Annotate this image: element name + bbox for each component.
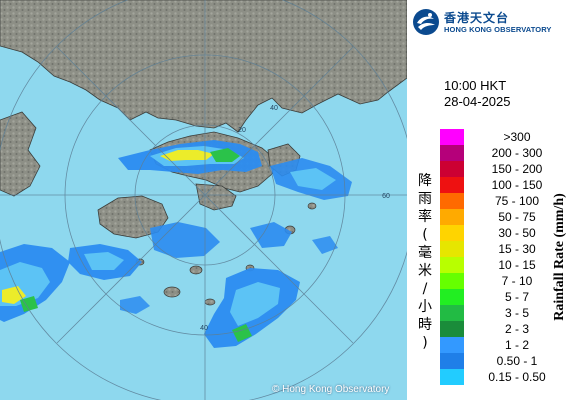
legend-swatch: [440, 353, 464, 369]
radar-time: 10:00 HKT: [444, 78, 507, 93]
legend-swatch: [440, 209, 464, 225]
legend-swatch: [440, 129, 464, 145]
legend-swatch: [440, 193, 464, 209]
legend-swatch: [440, 273, 464, 289]
legend-label: 10 - 15: [498, 258, 536, 272]
radar-date: 28-04-2025: [444, 94, 511, 109]
range-ring-labels: 20 40 60 40: [200, 105, 390, 332]
legend-swatch: [440, 289, 464, 305]
legend-label: >300: [503, 130, 531, 144]
legend-swatch: [440, 337, 464, 353]
logo-chinese-name: 香港天文台: [444, 11, 510, 25]
legend-label: 50 - 75: [498, 210, 536, 224]
land-west-coast: [0, 111, 41, 197]
legend-swatch: [440, 321, 464, 337]
legend-label: 3 - 5: [504, 306, 529, 320]
range-label-20: 20: [238, 127, 246, 134]
range-rings: [0, 0, 407, 400]
observatory-emblem-icon: [413, 9, 439, 35]
legend-swatch: [440, 225, 464, 241]
legend-label: 0.15 - 0.50: [488, 370, 546, 384]
land-kowloon-hk-island: [195, 183, 237, 211]
range-label-60: 60: [382, 193, 390, 200]
legend-swatch: [440, 241, 464, 257]
legend-label: 7 - 10: [501, 274, 533, 288]
legend-swatch: [440, 177, 464, 193]
legend-swatch: [440, 145, 464, 161]
legend-swatch: [440, 305, 464, 321]
legend-title-chinese: 降雨率(毫米 / 小時): [418, 173, 432, 351]
rain-echoes: [0, 140, 352, 348]
copyright-notice: © Hong Kong Observatory: [272, 384, 390, 395]
logo-english-name: HONG KONG OBSERVATORY: [444, 25, 552, 34]
rainfall-legend-colorbar: [440, 129, 464, 385]
range-label-40: 40: [270, 105, 278, 112]
land-mainland: [0, 0, 407, 133]
range-label-40-south: 40: [200, 325, 208, 332]
legend-label: 15 - 30: [498, 242, 536, 256]
legend-label: 75 - 100: [494, 194, 540, 208]
land-lantau: [97, 195, 169, 239]
legend-swatch: [440, 257, 464, 273]
legend-label: 2 - 3: [504, 322, 529, 336]
legend-label: 150 - 200: [491, 162, 543, 176]
observatory-logo: 香港天文台 HONG KONG OBSERVATORY: [412, 8, 572, 36]
legend-label: 100 - 150: [491, 178, 543, 192]
legend-label: 0.50 - 1: [496, 354, 538, 368]
legend-label: 200 - 300: [491, 146, 543, 160]
radar-map: 20 40 60 40: [0, 0, 407, 400]
legend-label: 5 - 7: [504, 290, 529, 304]
rainfall-legend-labels: >300 200 - 300 150 - 200 100 - 150 75 - 100 5…: [473, 129, 561, 385]
legend-panel: [407, 0, 577, 400]
legend-title-english: Rainfall Rate (mm/h): [552, 193, 567, 321]
legend-swatch: [440, 161, 464, 177]
legend-label: 1 - 2: [504, 338, 529, 352]
legend-label: 30 - 50: [498, 226, 536, 240]
legend-swatch: [440, 369, 464, 385]
